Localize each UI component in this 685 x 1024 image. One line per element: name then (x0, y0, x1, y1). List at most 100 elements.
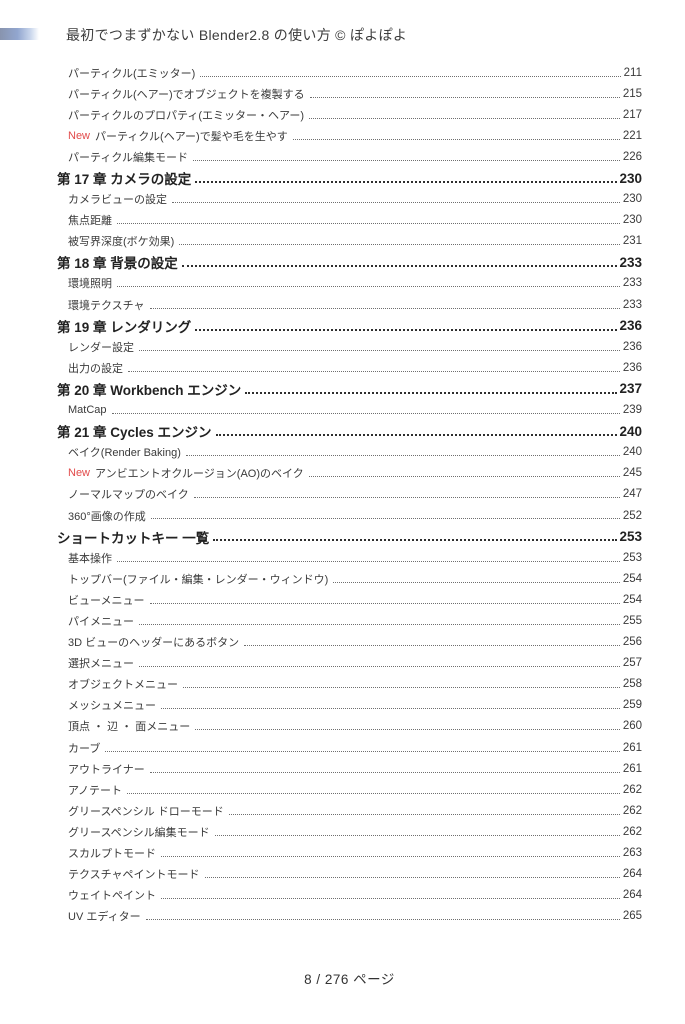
toc-entry-page: 217 (622, 108, 642, 121)
toc-entry: スカルプトモード 263 (57, 842, 642, 863)
dot-leader (195, 723, 620, 731)
dot-leader (195, 173, 618, 183)
toc-entry-label: メッシュメニュー (68, 700, 156, 713)
toc-entry-page: 233 (622, 298, 642, 311)
dot-leader (149, 765, 620, 773)
toc-entry-page: 255 (622, 614, 642, 627)
dot-leader (117, 554, 620, 562)
toc-entry-page: 262 (622, 825, 642, 838)
toc-entry-page: 230 (622, 214, 642, 227)
toc-entry-page: 226 (622, 150, 642, 163)
dot-leader (117, 280, 620, 288)
toc-entry-label: パーティクル編集モード (68, 151, 189, 164)
toc-entry-label: カメラビューの設定 (68, 194, 167, 207)
toc-entry: New アンビエントオクルージョン(AO)のベイク 245 (57, 463, 642, 484)
toc-entry: 選択メニュー 257 (57, 653, 642, 674)
dot-leader (245, 384, 618, 394)
toc-entry-label: レンダー設定 (68, 341, 134, 354)
dot-leader (172, 195, 620, 204)
toc-entry-label: UV エディター (68, 911, 141, 924)
dot-leader (228, 807, 620, 815)
toc-entry-page: 233 (619, 254, 642, 270)
toc-entry: パイメニュー 255 (57, 610, 642, 631)
toc-entry: パーティクル編集モード 226 (57, 146, 642, 167)
toc-entry-label: 環境照明 (68, 278, 112, 291)
dot-leader (117, 216, 620, 225)
toc-list: パーティクル(エミッター) 211 パーティクル(ヘアー)でオブジェクトを複製す… (57, 62, 642, 927)
toc-entry-page: 231 (622, 235, 642, 248)
toc-entry: 被写界深度(ボケ効果) 231 (57, 231, 642, 252)
toc-entry: 第 19 章 レンダリング 236 (57, 315, 642, 336)
toc-entry-label: オブジェクトメニュー (68, 679, 178, 692)
toc-entry-label: 選択メニュー (68, 658, 134, 671)
toc-entry-label: パーティクル(ヘアー)でオブジェクトを複製する (68, 88, 305, 101)
toc-entry: パーティクルのプロパティ(エミッター・ヘアー) 217 (57, 104, 642, 125)
toc-entry: ショートカットキー 一覧 253 (57, 526, 642, 547)
dot-leader (111, 406, 620, 414)
toc-entry-label: 360°画像の作成 (68, 510, 146, 523)
toc-entry: テクスチャペイントモード 264 (57, 864, 642, 885)
dot-leader (193, 153, 620, 161)
dot-leader (195, 321, 618, 331)
toc-entry-label: ウェイトペイント (68, 890, 156, 903)
toc-entry-label: ノーマルマップのベイク (68, 489, 189, 502)
toc-entry: MatCap 239 (57, 400, 642, 421)
toc-entry: New パーティクル(ヘアー)で髪や毛を生やす 221 (57, 125, 642, 146)
dot-leader (127, 786, 620, 794)
toc-entry: 360°画像の作成 252 (57, 505, 642, 526)
toc-entry: 頂点 ・ 辺 ・ 面メニュー 260 (57, 716, 642, 737)
toc-entry-label: パイメニュー (68, 615, 134, 628)
toc-entry-label: 焦点距離 (68, 215, 112, 228)
toc-entry: アウトライナー 261 (57, 758, 642, 779)
toc-entry-page: 215 (622, 87, 642, 100)
toc-entry-page: 240 (622, 446, 642, 459)
toc-entry-page: 253 (622, 551, 642, 564)
toc-entry: メッシュメニュー 259 (57, 695, 642, 716)
dot-leader (149, 301, 620, 309)
header-accent-bar (0, 28, 39, 40)
dot-leader (149, 596, 620, 604)
toc-entry: 環境照明 233 (57, 273, 642, 294)
toc-entry: 第 17 章 カメラの設定 230 (57, 167, 642, 188)
dot-leader (292, 132, 620, 140)
toc-entry-page: 262 (622, 804, 642, 817)
toc-entry-page: 263 (622, 847, 642, 860)
toc-entry: ビューメニュー 254 (57, 589, 642, 610)
dot-leader (139, 617, 620, 625)
toc-entry-page: 221 (622, 129, 642, 142)
toc-entry-page: 252 (622, 509, 642, 522)
toc-entry-page: 257 (622, 657, 642, 670)
toc-entry-page: 233 (622, 277, 642, 290)
toc-entry-label: スカルプトモード (68, 848, 156, 861)
toc-entry: 第 20 章 Workbench エンジン 237 (57, 378, 642, 399)
toc-entry-page: 211 (623, 66, 642, 79)
dot-leader (105, 744, 620, 752)
toc-entry-page: 236 (622, 361, 642, 374)
toc-entry-page: 254 (622, 572, 642, 585)
toc-entry-label: カーブ (68, 742, 101, 755)
toc-entry-page: 236 (619, 318, 642, 334)
new-badge: New (68, 129, 91, 142)
toc-entry-label: MatCap (68, 404, 107, 417)
toc-entry-label: ビューメニュー (68, 594, 145, 607)
toc-entry: ベイク(Render Baking) 240 (57, 442, 642, 463)
toc-entry: レンダー設定 236 (57, 336, 642, 357)
toc-entry-label: 環境テクスチャ (68, 299, 145, 312)
toc-entry: カーブ 261 (57, 737, 642, 758)
dot-leader (161, 701, 620, 710)
toc-entry-page: 258 (622, 678, 642, 691)
toc-entry: 3D ビューのヘッダーにあるボタン 256 (57, 632, 642, 653)
toc-entry-page: 230 (622, 193, 642, 206)
toc-entry-page: 261 (622, 741, 642, 754)
dot-leader (150, 512, 620, 520)
dot-leader (139, 659, 620, 668)
dot-leader (193, 490, 620, 499)
toc-entry-page: 259 (622, 699, 642, 712)
toc-entry: UV エディター 265 (57, 906, 642, 927)
toc-entry-page: 261 (622, 762, 642, 775)
toc-entry-label: 被写界深度(ボケ効果) (68, 236, 175, 249)
toc-entry-label: 頂点 ・ 辺 ・ 面メニュー (68, 721, 191, 734)
dot-leader (215, 426, 618, 436)
toc-entry-label: 第 17 章 カメラの設定 (57, 172, 192, 188)
toc-entry-page: 239 (622, 404, 642, 417)
